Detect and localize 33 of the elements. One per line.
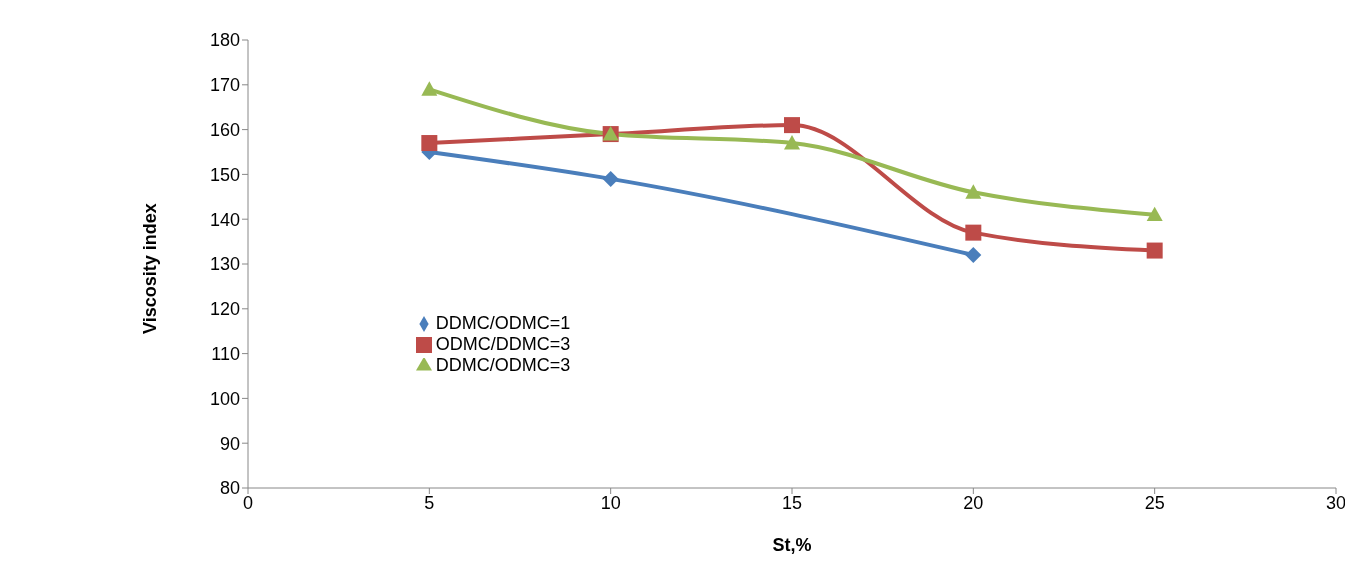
x-tick-label: 0 xyxy=(242,492,254,513)
y-tick-label: 160 xyxy=(209,119,240,140)
point xyxy=(1146,242,1163,259)
x-tick-label: 5 xyxy=(424,492,435,513)
y-tick-label: 180 xyxy=(209,30,240,51)
x-tick-label: 10 xyxy=(600,492,621,513)
y-tick-label: 120 xyxy=(209,299,240,320)
y-tick-label: 90 xyxy=(219,433,240,454)
y-tick-label: 140 xyxy=(209,209,240,230)
point xyxy=(965,224,982,241)
x-tick-label: 20 xyxy=(963,492,984,513)
y-tick-label: 130 xyxy=(209,254,240,275)
legend-label: ODMC/DDMC=3 xyxy=(435,334,571,354)
point xyxy=(784,117,800,134)
y-tick-label: 170 xyxy=(209,75,240,96)
point xyxy=(965,247,982,264)
x-tick-label: 30 xyxy=(1325,492,1347,513)
point xyxy=(1146,206,1163,222)
x-axis-title: St,% xyxy=(772,535,812,555)
point xyxy=(784,135,800,150)
point xyxy=(421,135,438,152)
point xyxy=(602,170,619,187)
y-tick-label: 100 xyxy=(209,388,240,409)
y-tick-label: 80 xyxy=(219,478,240,499)
x-tick-label: 25 xyxy=(1144,492,1165,513)
point xyxy=(965,184,982,199)
point xyxy=(421,81,438,96)
x-tick-label: 15 xyxy=(781,492,803,513)
y-axis-title: Viscosity index xyxy=(140,203,161,334)
legend-label: DDMC/ODMC=1 xyxy=(435,313,571,333)
legend-label: DDMC/ODMC=3 xyxy=(435,355,571,375)
y-tick-label: 110 xyxy=(211,343,240,364)
y-tick-label: 150 xyxy=(209,164,240,185)
